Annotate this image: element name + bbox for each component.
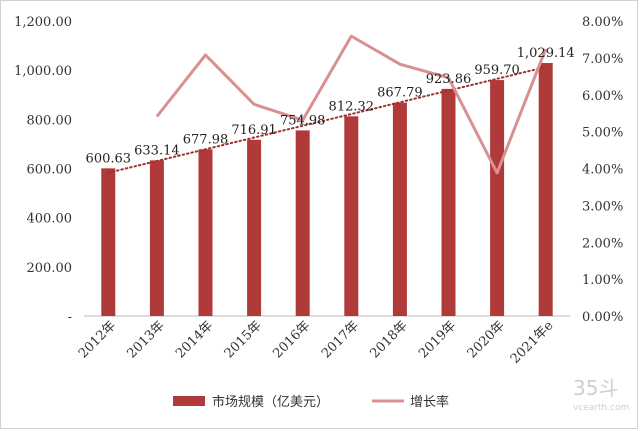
bar-1	[149, 160, 164, 316]
data-label-7: 923.86	[426, 72, 472, 87]
watermark-logo: 35斗	[573, 376, 618, 400]
data-labels: 600.63633.14677.98716.91754.98812.32867.…	[86, 46, 575, 166]
growth-rate-line	[155, 34, 548, 175]
y-left-tick-4: 800.00	[27, 113, 73, 128]
data-label-8: 959.70	[474, 63, 520, 78]
y-left-tick-1: 200.00	[27, 261, 73, 276]
bar-4	[295, 130, 310, 316]
x-tick-7: 2019年	[416, 318, 459, 361]
x-tick-6: 2018年	[368, 318, 411, 361]
data-label-6: 867.79	[377, 86, 423, 101]
bar-2	[198, 149, 213, 316]
data-label-3: 716.91	[231, 123, 277, 138]
data-label-1: 633.14	[134, 143, 180, 158]
data-label-2: 677.98	[183, 132, 229, 147]
watermark-site: vcearth.com	[573, 403, 629, 413]
y-left-tick-5: 1,000.00	[14, 64, 72, 79]
x-tick-9: 2021年e	[508, 318, 557, 367]
bar-8	[490, 80, 505, 316]
y-left-tick-6: 1,200.00	[14, 15, 72, 30]
growth-line	[155, 34, 548, 175]
y-right-tick-0: 0.00%	[582, 310, 623, 325]
y-axis-right: 0.00% 1.00% 2.00% 3.00% 4.00% 5.00% 6.00% 7.00%…	[582, 15, 623, 325]
x-tick-5: 2017年	[319, 318, 362, 361]
data-label-4: 754.98	[280, 113, 326, 128]
y-right-tick-2: 2.00%	[582, 236, 623, 251]
x-tick-0: 2012年	[76, 318, 119, 361]
y-right-tick-5: 5.00%	[582, 126, 623, 141]
data-label-0: 600.63	[86, 151, 132, 166]
y-axis-left: - 200.00 400.00 600.00 800.00 1,000.00 1,200.0…	[14, 15, 72, 325]
bar-5	[344, 116, 359, 317]
x-tick-1: 2013年	[125, 318, 168, 361]
data-label-9: 1,029.14	[517, 46, 575, 61]
x-tick-2: 2014年	[173, 318, 216, 361]
legend-swatch-bar	[173, 396, 205, 406]
data-label-5: 812.32	[329, 99, 375, 114]
y-right-tick-3: 3.00%	[582, 199, 623, 214]
x-axis: 2012年 2013年 2014年 2015年 2016年 2017年 2018年 2019年…	[76, 318, 557, 367]
bar-6	[392, 102, 407, 316]
y-right-tick-4: 4.00%	[582, 163, 623, 178]
bars	[101, 63, 553, 317]
y-left-tick-2: 400.00	[27, 212, 73, 227]
y-right-tick-8: 8.00%	[582, 15, 623, 30]
y-right-tick-6: 6.00%	[582, 89, 623, 104]
y-left-tick-3: 600.00	[27, 163, 73, 178]
x-tick-4: 2016年	[270, 318, 313, 361]
y-right-tick-7: 7.00%	[582, 52, 623, 67]
bar-0	[101, 168, 116, 316]
bar-7	[441, 88, 456, 316]
legend: 市场规模（亿美元） 增长率	[173, 394, 449, 410]
x-tick-3: 2015年	[222, 318, 265, 361]
watermark: 35斗 vcearth.com	[573, 376, 629, 413]
y-right-tick-1: 1.00%	[582, 273, 623, 288]
trendline	[107, 66, 547, 174]
bar-9	[538, 63, 553, 316]
trendline-path	[107, 66, 547, 174]
legend-label-growth-rate: 增长率	[410, 394, 449, 410]
bar-3	[247, 139, 262, 316]
y-left-tick-0: -	[68, 310, 72, 325]
x-tick-8: 2020年	[465, 318, 508, 361]
legend-label-market-size: 市场规模（亿美元）	[212, 394, 329, 410]
